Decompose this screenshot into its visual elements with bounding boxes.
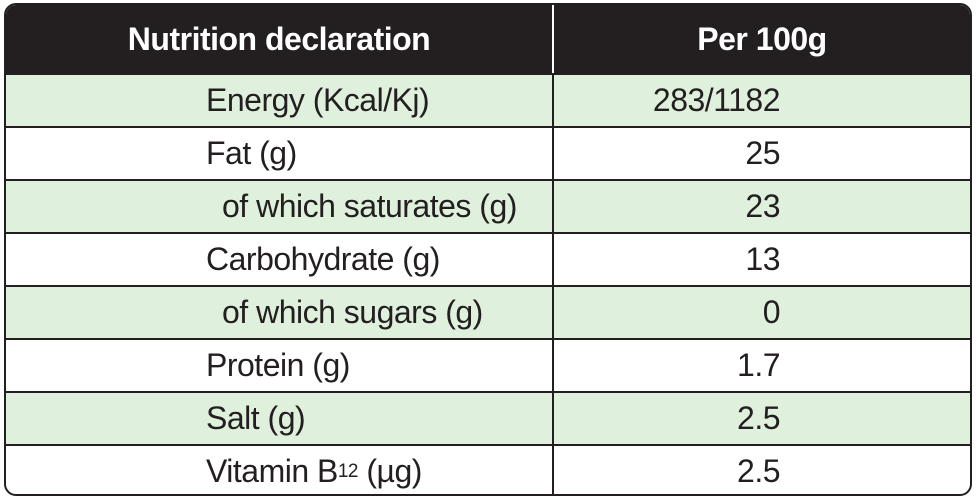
row-label: Energy (Kcal/Kj) — [6, 75, 554, 126]
row-value: 1.7 — [737, 347, 780, 383]
header-label: Nutrition declaration — [6, 5, 554, 73]
table-row-vitamin-b12: Vitamin B 12 (µg) 2.5 — [6, 444, 970, 494]
row-label: Salt (g) — [6, 393, 554, 444]
row-value: 25 — [745, 135, 780, 171]
row-value: 13 — [745, 241, 780, 277]
header-value: Per 100g — [697, 20, 827, 57]
table-row-carbohydrate: Carbohydrate (g) 13 — [6, 232, 970, 285]
table-row-fat: Fat (g) 25 — [6, 126, 970, 179]
row-label: Carbohydrate (g) — [6, 234, 554, 285]
row-label: Fat (g) — [6, 128, 554, 179]
row-value: 2.5 — [737, 400, 780, 436]
row-label: Vitamin B 12 (µg) — [6, 446, 554, 494]
table-row-sugars: of which sugars (g) 0 — [6, 285, 970, 338]
row-value: 2.5 — [737, 453, 780, 489]
nutrition-table: Nutrition declaration Per 100g Energy (K… — [4, 3, 972, 496]
row-label-prefix: Vitamin B — [206, 453, 338, 489]
row-label: of which sugars (g) — [6, 287, 554, 338]
table-row-energy: Energy (Kcal/Kj) 283/1182 — [6, 73, 970, 126]
table-row-salt: Salt (g) 2.5 — [6, 391, 970, 444]
row-label-suffix: (µg) — [358, 453, 422, 489]
row-label: Protein (g) — [6, 340, 554, 391]
row-value: 283/1182 — [652, 82, 781, 118]
table-header: Nutrition declaration Per 100g — [6, 5, 970, 73]
row-value: 0 — [762, 294, 781, 330]
table-row-protein: Protein (g) 1.7 — [6, 338, 970, 391]
row-label: of which saturates (g) — [6, 181, 554, 232]
table-row-saturates: of which saturates (g) 23 — [6, 179, 970, 232]
row-value: 23 — [745, 188, 780, 224]
